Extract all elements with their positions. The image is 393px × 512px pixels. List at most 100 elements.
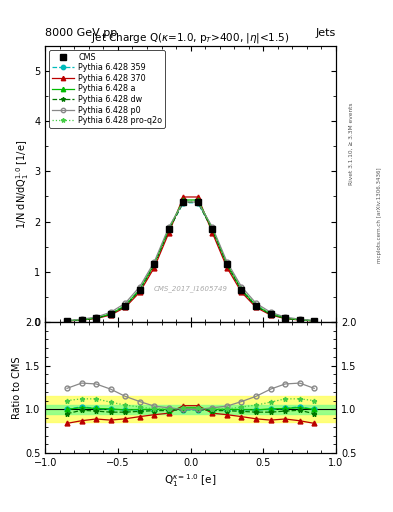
Bar	[45, 405, 336, 414]
Pythia 6.428 p0	[123, 300, 127, 306]
Pythia 6.428 dw	[181, 199, 186, 205]
Pythia 6.428 dw	[239, 287, 244, 293]
CMS	[312, 318, 317, 324]
Pythia 6.428 p0	[167, 224, 171, 230]
Pythia 6.428 dw	[254, 303, 259, 309]
Pythia 6.428 p0	[196, 199, 200, 205]
Pythia 6.428 dw	[138, 287, 142, 293]
Pythia 6.428 a	[225, 261, 230, 267]
Pythia 6.428 359	[123, 303, 127, 309]
Pythia 6.428 dw	[167, 227, 171, 233]
Text: CMS_2017_I1605749: CMS_2017_I1605749	[154, 285, 228, 292]
Pythia 6.428 dw	[79, 317, 84, 323]
CMS	[181, 199, 186, 205]
Legend: CMS, Pythia 6.428 359, Pythia 6.428 370, Pythia 6.428 a, Pythia 6.428 dw, Pythia: CMS, Pythia 6.428 359, Pythia 6.428 370,…	[49, 50, 165, 127]
Pythia 6.428 370	[94, 315, 98, 322]
CMS	[123, 303, 127, 309]
Pythia 6.428 370	[283, 315, 287, 322]
Pythia 6.428 a	[181, 197, 186, 203]
Pythia 6.428 370	[239, 289, 244, 295]
Pythia 6.428 370	[225, 265, 230, 271]
Pythia 6.428 p0	[181, 199, 186, 205]
Pythia 6.428 370	[79, 317, 84, 323]
CMS	[239, 287, 244, 293]
Pythia 6.428 a	[283, 315, 287, 321]
Pythia 6.428 a	[167, 226, 171, 232]
Pythia 6.428 370	[167, 230, 171, 236]
Pythia 6.428 359	[298, 317, 302, 323]
Pythia 6.428 a	[138, 287, 142, 293]
Pythia 6.428 p0	[210, 224, 215, 230]
Pythia 6.428 370	[181, 194, 186, 200]
Pythia 6.428 370	[254, 304, 259, 310]
Line: Pythia 6.428 370: Pythia 6.428 370	[64, 195, 317, 324]
Pythia 6.428 dw	[152, 262, 156, 268]
Pythia 6.428 a	[298, 317, 302, 323]
Pythia 6.428 dw	[268, 311, 273, 317]
CMS	[210, 226, 215, 232]
Pythia 6.428 p0	[312, 317, 317, 324]
Pythia 6.428 p0	[79, 316, 84, 322]
Pythia 6.428 pro-q2o	[64, 317, 70, 324]
CMS	[196, 199, 200, 205]
CMS	[167, 226, 171, 232]
Pythia 6.428 p0	[254, 300, 259, 306]
Pythia 6.428 370	[108, 312, 113, 318]
Line: Pythia 6.428 dw: Pythia 6.428 dw	[64, 200, 317, 323]
Title: Jet Charge Q($\kappa$=1.0, p$_T$>400, |$\eta$|<1.5): Jet Charge Q($\kappa$=1.0, p$_T$>400, |$…	[91, 31, 290, 45]
Pythia 6.428 a	[268, 311, 273, 317]
Pythia 6.428 a	[196, 197, 200, 203]
Text: mcplots.cern.ch [arXiv:1306.3436]: mcplots.cern.ch [arXiv:1306.3436]	[377, 167, 382, 263]
CMS	[138, 287, 142, 293]
Pythia 6.428 pro-q2o	[94, 315, 98, 321]
Pythia 6.428 a	[254, 303, 259, 309]
Pythia 6.428 p0	[64, 317, 70, 324]
Pythia 6.428 359	[138, 287, 142, 293]
Pythia 6.428 a	[123, 303, 127, 309]
Text: 8000 GeV pp: 8000 GeV pp	[45, 28, 118, 38]
Pythia 6.428 370	[196, 194, 200, 200]
CMS	[79, 317, 84, 323]
Pythia 6.428 359	[210, 226, 215, 232]
Pythia 6.428 p0	[138, 284, 142, 290]
Pythia 6.428 dw	[298, 317, 302, 323]
Pythia 6.428 p0	[152, 259, 156, 265]
Pythia 6.428 dw	[225, 262, 230, 268]
Pythia 6.428 pro-q2o	[152, 261, 156, 267]
Pythia 6.428 359	[108, 311, 113, 317]
Pythia 6.428 359	[196, 200, 200, 206]
Pythia 6.428 p0	[225, 259, 230, 265]
Pythia 6.428 a	[64, 318, 70, 324]
Pythia 6.428 a	[210, 226, 215, 232]
Pythia 6.428 pro-q2o	[283, 315, 287, 321]
Text: Rivet 3.1.10, ≥ 3.3M events: Rivet 3.1.10, ≥ 3.3M events	[349, 102, 354, 185]
CMS	[268, 311, 273, 317]
Pythia 6.428 p0	[108, 309, 113, 315]
Pythia 6.428 dw	[283, 315, 287, 321]
Pythia 6.428 359	[283, 315, 287, 321]
Pythia 6.428 359	[152, 261, 156, 267]
Pythia 6.428 dw	[196, 199, 200, 205]
Pythia 6.428 359	[94, 315, 98, 321]
Pythia 6.428 a	[239, 287, 244, 293]
Pythia 6.428 370	[123, 304, 127, 310]
Pythia 6.428 p0	[268, 309, 273, 315]
X-axis label: Q$_1^{\kappa=1.0}$ [e]: Q$_1^{\kappa=1.0}$ [e]	[164, 472, 217, 489]
Bar	[45, 396, 336, 422]
Pythia 6.428 pro-q2o	[210, 225, 215, 231]
Pythia 6.428 dw	[94, 315, 98, 321]
Line: Pythia 6.428 p0: Pythia 6.428 p0	[64, 200, 317, 323]
Pythia 6.428 p0	[283, 314, 287, 320]
Line: Pythia 6.428 a: Pythia 6.428 a	[64, 198, 317, 323]
Pythia 6.428 370	[210, 230, 215, 236]
Pythia 6.428 pro-q2o	[167, 225, 171, 231]
Pythia 6.428 dw	[210, 227, 215, 233]
Pythia 6.428 a	[152, 261, 156, 267]
Pythia 6.428 pro-q2o	[181, 198, 186, 204]
Y-axis label: Ratio to CMS: Ratio to CMS	[12, 356, 22, 419]
CMS	[225, 261, 230, 267]
Pythia 6.428 pro-q2o	[108, 310, 113, 316]
Y-axis label: 1/N dN/dQ$_1^{1.0}$ [1/e]: 1/N dN/dQ$_1^{1.0}$ [1/e]	[15, 139, 31, 228]
Pythia 6.428 pro-q2o	[225, 261, 230, 267]
Pythia 6.428 359	[268, 311, 273, 317]
